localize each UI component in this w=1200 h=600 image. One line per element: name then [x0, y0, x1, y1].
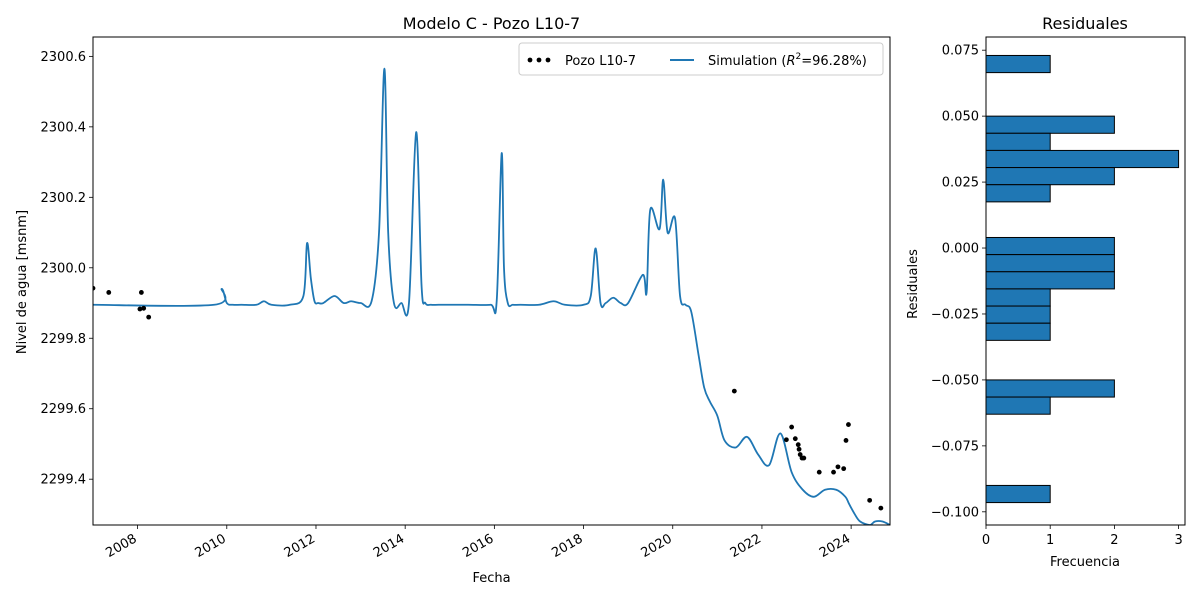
- histogram-x-axis: 0 1 2 3: [982, 525, 1183, 548]
- y-tick-label: 2300.4: [41, 120, 87, 135]
- histogram-x-axis-label: Frecuencia: [1050, 555, 1120, 570]
- observed-point: [146, 314, 152, 320]
- observed-point: [831, 469, 836, 475]
- legend: Pozo L10-7 Simulation (R2=96.28%): [518, 42, 884, 76]
- observed-point: [843, 438, 849, 443]
- observed-point: [846, 422, 851, 427]
- histogram-y-tick-label: 0.050: [942, 110, 979, 125]
- main-chart-title: Modelo C - Pozo L10-7: [403, 14, 580, 33]
- histogram-plot-frame: [985, 36, 1186, 526]
- observed-point: [878, 505, 884, 511]
- histogram-y-tick-label: −0.075: [931, 439, 979, 454]
- histogram-y-tick-label: −0.100: [931, 505, 979, 520]
- histogram-bar: [985, 271, 1115, 290]
- y-tick-label: 2300.0: [41, 261, 87, 276]
- observed-point: [816, 469, 822, 475]
- histogram-bar: [985, 149, 1180, 169]
- histogram-x-tick-label: 1: [1046, 533, 1054, 548]
- x-tick-label: 2024: [817, 531, 853, 561]
- histogram-bar: [985, 288, 1051, 307]
- x-tick-label: 2016: [460, 531, 496, 561]
- histogram-title: Residuales: [1042, 14, 1128, 33]
- histogram-x-tick-label: 2: [1110, 533, 1118, 548]
- histogram-y-tick-label: 0.025: [942, 176, 979, 191]
- histogram-bar: [985, 254, 1115, 273]
- observed-point: [141, 305, 147, 311]
- main-y-axis: 2299.4 2299.6 2299.8 2300.0 2300.2 2300.4 2300…: [41, 50, 93, 488]
- observed-point: [797, 452, 803, 457]
- x-tick-label: 2018: [549, 531, 585, 561]
- main-x-axis-label: Fecha: [472, 571, 510, 586]
- histogram-bar: [985, 322, 1051, 341]
- observed-point: [783, 437, 789, 443]
- observed-point: [796, 446, 802, 452]
- histogram-bar: [985, 484, 1051, 504]
- histogram-y-axis-label: Residuales: [906, 249, 921, 319]
- histogram-x-tick-label: 0: [982, 533, 990, 548]
- residual-histogram: Residuales 0 1 2 3 0.075 0.050 0.025 0.000 −0.0…: [906, 14, 1186, 570]
- histogram-bars: [985, 54, 1180, 504]
- observed-point: [795, 442, 801, 448]
- legend-simulation-prefix: Simulation (: [708, 54, 786, 69]
- main-chart: Modelo C - Pozo L10-7 2008 2010 2012 2014 20…: [15, 14, 891, 586]
- legend-simulation-sup: 2: [796, 52, 802, 62]
- histogram-bar: [985, 132, 1051, 151]
- legend-simulation-suffix: =96.28%): [801, 54, 867, 69]
- histogram-bar: [985, 379, 1115, 398]
- legend-box: [518, 42, 884, 76]
- observed-point: [792, 436, 798, 442]
- main-x-axis: 2008 2010 2012 2014 2016 2018 2020 2022 2024: [103, 525, 853, 561]
- observed-point: [835, 464, 841, 470]
- y-tick-label: 2299.6: [41, 402, 87, 417]
- observed-point: [137, 306, 143, 312]
- histogram-bar: [985, 115, 1115, 134]
- observed-point: [138, 290, 144, 295]
- legend-label-simulation: Simulation (R2=96.28%): [708, 52, 867, 69]
- observed-point: [867, 497, 873, 503]
- histogram-bar: [985, 167, 1115, 186]
- main-y-axis-label: Nivel de agua [msnm]: [15, 210, 30, 354]
- legend-simulation-r: R: [786, 54, 795, 69]
- x-tick-label: 2020: [639, 531, 675, 561]
- y-tick-label: 2299.8: [41, 332, 87, 347]
- simulation-line: [93, 67, 890, 525]
- y-tick-label: 2299.4: [41, 473, 87, 488]
- observed-point: [93, 285, 96, 291]
- main-plot-frame: [92, 36, 891, 526]
- x-tick-label: 2010: [193, 531, 229, 561]
- observed-point: [801, 455, 807, 461]
- histogram-bar: [985, 236, 1115, 256]
- histogram-y-tick-label: −0.025: [931, 307, 979, 322]
- histogram-y-axis: 0.075 0.050 0.025 0.000 −0.025 −0.050 −0.075 −0…: [931, 44, 986, 520]
- observed-point: [789, 424, 795, 430]
- legend-marker-observed-1: [527, 57, 533, 63]
- legend-marker-observed-2: [536, 57, 542, 63]
- histogram-y-tick-label: −0.050: [931, 373, 979, 388]
- legend-label-observed: Pozo L10-7: [565, 54, 636, 69]
- y-tick-label: 2300.6: [41, 50, 87, 65]
- histogram-bar: [985, 54, 1051, 74]
- observed-point: [731, 388, 737, 394]
- observed-point: [841, 466, 847, 472]
- y-tick-label: 2300.2: [41, 191, 87, 206]
- observed-point: [106, 290, 112, 295]
- histogram-bar: [985, 396, 1051, 415]
- x-tick-label: 2012: [282, 531, 318, 561]
- histogram-bar: [985, 305, 1051, 324]
- histogram-bar: [985, 184, 1051, 203]
- histogram-x-tick-label: 3: [1174, 533, 1182, 548]
- histogram-y-tick-label: 0.075: [942, 44, 979, 59]
- main-plot-area: [93, 67, 890, 525]
- histogram-y-tick-label: 0.000: [942, 242, 979, 257]
- x-tick-label: 2008: [103, 531, 139, 561]
- x-tick-label: 2014: [371, 531, 407, 561]
- legend-marker-observed-3: [545, 57, 551, 63]
- x-tick-label: 2022: [728, 531, 764, 561]
